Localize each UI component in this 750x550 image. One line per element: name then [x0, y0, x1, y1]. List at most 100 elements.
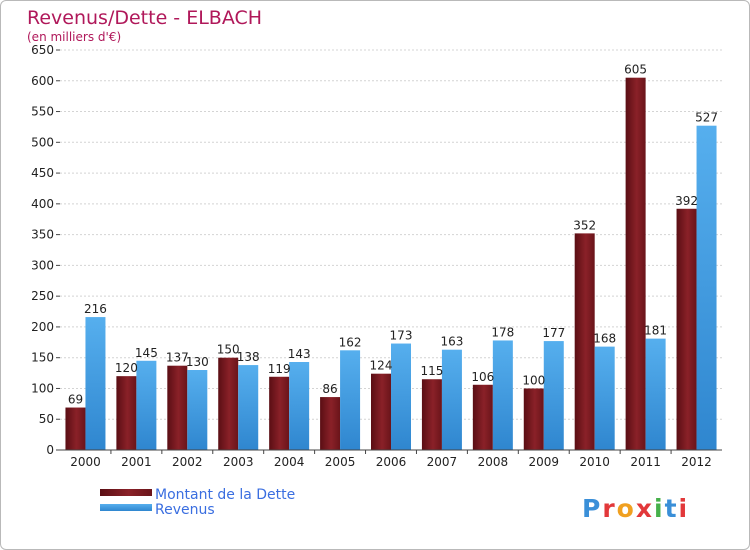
revenus-bar: [340, 350, 361, 450]
debt-bar: [472, 384, 493, 450]
x-tick-label: 2011: [630, 455, 661, 469]
revenus-bar: [136, 360, 157, 450]
revenus-value-label: 181: [644, 324, 667, 338]
revenus-value-label: 168: [593, 332, 616, 346]
x-tick-label: 2002: [172, 455, 203, 469]
debt-value-label: 119: [268, 362, 291, 376]
revenus-bar: [391, 343, 411, 450]
x-tick-label: 2010: [579, 455, 610, 469]
bars: [65, 77, 717, 450]
y-tick-label: 500: [31, 135, 54, 149]
debt-value-label: 120: [115, 361, 138, 375]
legend-label-revenus: Revenus: [155, 502, 215, 518]
revenus-bar: [289, 362, 310, 450]
logo-letter: o: [617, 494, 636, 523]
revenus-value-label: 173: [390, 329, 413, 343]
debt-value-label: 137: [166, 351, 189, 365]
chart-subtitle: (en milliers d'€): [27, 30, 121, 44]
revenus-bar: [441, 349, 462, 450]
revenus-bar: [85, 317, 106, 450]
y-tick-label: 100: [31, 381, 54, 395]
debt-bar: [676, 208, 697, 450]
revenus-bar: [696, 125, 717, 450]
x-axis-ticks: 2000 2001 2002 2003 2004 2005 2006 2007 2008 2009…: [70, 450, 712, 469]
revenus-value-label: 162: [339, 335, 362, 349]
legend-swatch-debt: [100, 489, 152, 496]
debt-bar: [625, 77, 646, 450]
debt-value-label: 106: [471, 370, 494, 384]
y-tick-label: 350: [31, 228, 54, 242]
chart-title: Revenus/Dette - ELBACH: [27, 7, 262, 29]
revenus-bar: [594, 346, 615, 450]
revenus-value-label: 163: [440, 335, 463, 349]
y-tick-label: 650: [31, 43, 54, 57]
revenus-bar: [492, 340, 513, 450]
debt-bar: [421, 379, 442, 450]
revenus-value-label: 216: [84, 302, 107, 316]
revenus-bar: [238, 365, 259, 450]
x-tick-label: 2007: [427, 455, 458, 469]
y-tick-label: 200: [31, 320, 54, 334]
debt-bar: [116, 376, 137, 450]
debt-value-label: 150: [217, 343, 240, 357]
revenus-value-label: 527: [695, 111, 718, 125]
x-tick-label: 2001: [121, 455, 152, 469]
x-tick-label: 2012: [681, 455, 712, 469]
y-tick-label: 400: [31, 197, 54, 211]
y-tick-label: 300: [31, 258, 54, 272]
revenus-value-label: 177: [542, 326, 565, 340]
debt-bar: [320, 397, 341, 450]
y-tick-label: 50: [39, 412, 54, 426]
revenus-value-label: 145: [135, 346, 158, 360]
logo-letter: i: [654, 494, 665, 523]
y-tick-label: 0: [46, 443, 54, 457]
legend: Montant de la Dette Revenus: [100, 487, 295, 518]
revenus-bar: [543, 341, 564, 450]
x-tick-label: 2004: [274, 455, 305, 469]
x-tick-label: 2006: [376, 455, 407, 469]
x-tick-label: 2008: [478, 455, 509, 469]
logo-letter: r: [602, 494, 616, 523]
revenus-value-label: 143: [288, 347, 311, 361]
debt-value-label: 352: [573, 218, 596, 232]
x-tick-label: 2003: [223, 455, 254, 469]
debt-value-label: 392: [675, 194, 698, 208]
y-tick-label: 550: [31, 105, 54, 119]
debt-bar: [167, 365, 188, 450]
debt-bar: [371, 373, 391, 450]
debt-bar: [65, 407, 86, 450]
debt-value-label: 86: [322, 382, 337, 396]
debt-bar: [574, 233, 595, 450]
debt-bar: [269, 376, 290, 450]
logo-text: Proxiti: [582, 494, 689, 523]
debt-bar: [523, 388, 544, 450]
logo-letter: P: [582, 494, 602, 523]
revenus-value-label: 178: [491, 325, 514, 339]
debt-value-label: 115: [420, 364, 443, 378]
debt-bar: [218, 357, 239, 450]
revenus-bar: [187, 370, 208, 450]
proxiti-logo: Proxiti: [582, 494, 689, 523]
y-axis-ticks: 0 50 100 150 200 250 300 350 400 450 500 550 600 650: [31, 43, 60, 457]
revenus-bar: [645, 338, 666, 450]
debt-value-label: 69: [68, 393, 83, 407]
x-tick-label: 2009: [528, 455, 559, 469]
logo-letter: i: [679, 494, 690, 523]
legend-swatch-revenus: [100, 504, 152, 511]
y-tick-label: 600: [31, 74, 54, 88]
debt-value-label: 605: [624, 63, 647, 77]
legend-label-debt: Montant de la Dette: [155, 487, 295, 503]
revenus-value-label: 138: [237, 350, 260, 364]
revenus-value-label: 130: [186, 355, 209, 369]
y-tick-label: 150: [31, 351, 54, 365]
logo-letter: x: [636, 494, 654, 523]
logo-letter: t: [665, 494, 679, 523]
x-tick-label: 2000: [70, 455, 101, 469]
x-tick-label: 2005: [325, 455, 356, 469]
y-tick-label: 250: [31, 289, 54, 303]
debt-value-label: 124: [370, 359, 393, 373]
y-tick-label: 450: [31, 166, 54, 180]
